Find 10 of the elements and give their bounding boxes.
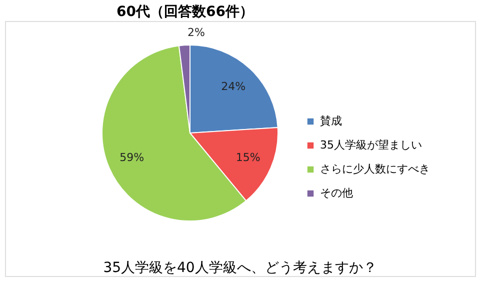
legend-label: さらに少人数にすべき — [320, 162, 430, 176]
data-label: 15% — [236, 151, 260, 164]
legend-label: 35人学級が望ましい — [320, 138, 422, 152]
data-label: 2% — [188, 26, 206, 40]
chart-title: 60代（回答数66件） — [116, 4, 254, 20]
data-label: 24% — [221, 80, 246, 93]
legend-label: その他 — [320, 186, 353, 200]
data-label: 59% — [120, 151, 144, 164]
legend-label: 賛成 — [320, 114, 342, 128]
text: 35人学級を40人学級へ、どう考えますか？ — [103, 260, 377, 276]
